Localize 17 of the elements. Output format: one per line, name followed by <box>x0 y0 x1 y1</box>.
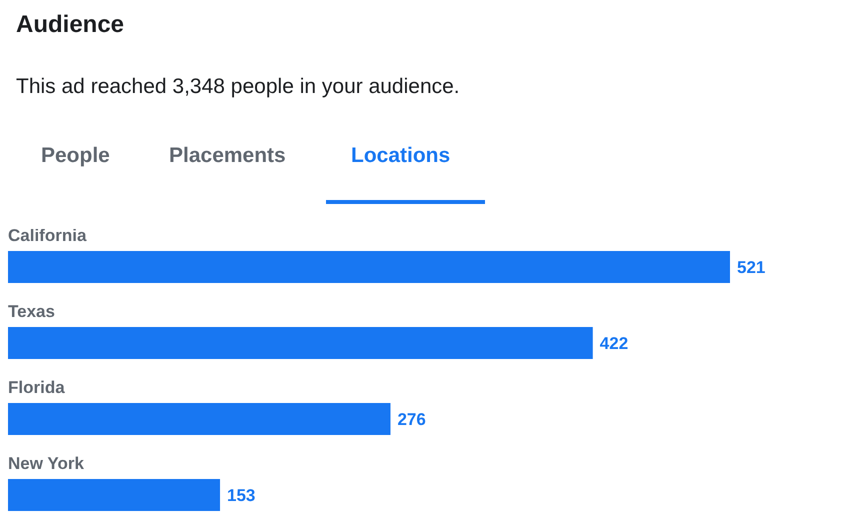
data-label: 422 <box>600 334 628 354</box>
y-tick-label: California <box>8 226 87 245</box>
y-tick-label: Texas <box>8 302 55 321</box>
text: Locations <box>351 144 450 168</box>
data-label: 276 <box>397 410 426 430</box>
bar <box>8 403 390 435</box>
data-label: 521 <box>737 258 766 278</box>
chart-subtitle: This ad reached 3,348 people in your audience. <box>16 75 460 99</box>
data-label: 153 <box>227 486 256 506</box>
bar <box>8 327 593 359</box>
y-tick-label: Florida <box>8 378 66 397</box>
text: People <box>41 144 110 168</box>
bar <box>8 251 730 283</box>
text: Placements <box>169 144 286 168</box>
y-tick-label: New York <box>8 454 84 473</box>
bar <box>8 479 220 511</box>
chart-title: Audience <box>16 11 124 39</box>
